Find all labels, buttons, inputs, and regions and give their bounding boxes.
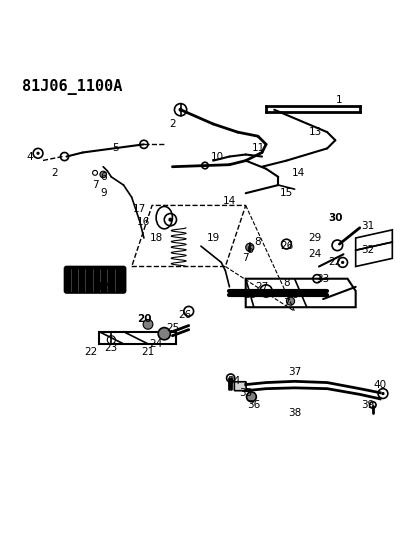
Text: 39: 39 (360, 400, 373, 410)
Text: 7: 7 (92, 180, 98, 190)
Text: 7: 7 (242, 253, 248, 263)
Text: 20: 20 (136, 314, 151, 325)
Circle shape (100, 171, 106, 177)
Circle shape (340, 261, 344, 264)
Text: 38: 38 (287, 408, 301, 418)
Text: 4: 4 (27, 151, 33, 161)
Text: 27: 27 (255, 282, 268, 292)
Circle shape (178, 108, 182, 112)
Text: 3: 3 (108, 274, 115, 284)
Text: 22: 22 (328, 257, 341, 268)
Text: 16: 16 (137, 217, 150, 227)
Text: 23: 23 (104, 343, 118, 353)
Text: 28: 28 (243, 290, 256, 300)
Circle shape (158, 328, 170, 340)
Text: 9: 9 (100, 188, 106, 198)
Text: 26: 26 (178, 310, 191, 320)
Circle shape (36, 152, 40, 155)
Text: 15: 15 (279, 188, 292, 198)
Text: 17: 17 (133, 205, 146, 214)
Circle shape (380, 392, 384, 395)
Text: 24: 24 (149, 339, 162, 349)
Text: 34: 34 (226, 376, 240, 385)
Text: 6: 6 (246, 245, 252, 255)
Text: 14: 14 (291, 168, 305, 178)
Text: 40: 40 (373, 379, 386, 390)
FancyBboxPatch shape (64, 266, 125, 293)
Circle shape (168, 217, 172, 222)
Text: 35: 35 (238, 387, 252, 398)
Text: 22: 22 (84, 347, 97, 357)
Text: 37: 37 (287, 367, 301, 377)
Text: 11: 11 (251, 143, 264, 154)
Text: 10: 10 (210, 151, 223, 161)
Text: 2: 2 (51, 168, 58, 178)
Circle shape (143, 319, 153, 329)
Text: 5: 5 (112, 143, 119, 154)
Circle shape (245, 243, 253, 252)
Text: 26: 26 (279, 241, 292, 251)
Text: 24: 24 (308, 249, 321, 259)
Circle shape (286, 297, 294, 305)
Text: 1: 1 (335, 94, 342, 104)
Text: 7: 7 (283, 298, 289, 308)
Text: 13: 13 (308, 127, 321, 137)
Text: 21: 21 (141, 347, 154, 357)
Text: 14: 14 (222, 196, 236, 206)
Text: 12: 12 (97, 282, 110, 292)
Circle shape (246, 392, 256, 402)
Text: 6: 6 (290, 290, 297, 300)
Text: 6: 6 (100, 172, 106, 182)
Text: 29: 29 (308, 233, 321, 243)
Text: 25: 25 (165, 322, 179, 333)
Text: 18: 18 (149, 233, 162, 243)
Text: 81J06_1100A: 81J06_1100A (22, 79, 122, 95)
Text: 33: 33 (316, 274, 329, 284)
Text: 19: 19 (206, 233, 219, 243)
Text: 32: 32 (360, 245, 373, 255)
Text: 8: 8 (283, 278, 289, 288)
Text: 31: 31 (360, 221, 373, 231)
Text: 2: 2 (169, 119, 175, 129)
Text: 36: 36 (247, 400, 260, 410)
FancyBboxPatch shape (234, 382, 245, 391)
Text: 30: 30 (327, 213, 342, 223)
Text: 8: 8 (254, 237, 261, 247)
